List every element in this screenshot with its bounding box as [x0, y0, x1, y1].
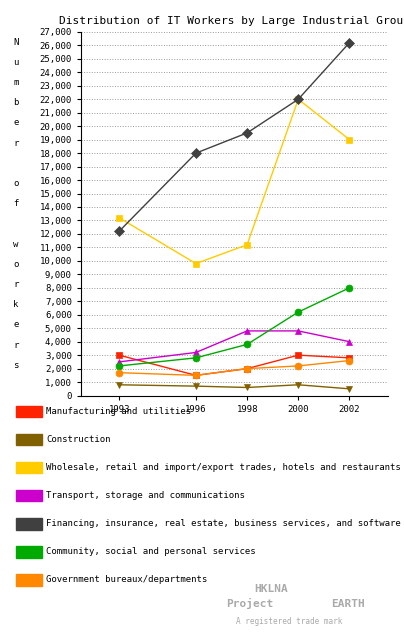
- Text: HKLNA: HKLNA: [255, 584, 288, 594]
- Text: r: r: [13, 280, 19, 289]
- Text: Construction: Construction: [46, 435, 111, 444]
- Text: u: u: [13, 57, 19, 67]
- Text: A registered trade mark: A registered trade mark: [236, 617, 343, 626]
- Text: Wholesale, retail and import/export trades, hotels and restaurants: Wholesale, retail and import/export trad…: [46, 463, 401, 472]
- Text: r: r: [13, 138, 19, 147]
- Title: Distribution of IT Workers by Large Industrial Group: Distribution of IT Workers by Large Indu…: [59, 15, 404, 26]
- Text: e: e: [13, 118, 19, 128]
- Text: o: o: [13, 179, 19, 188]
- Text: Community, social and personal services: Community, social and personal services: [46, 547, 256, 556]
- Text: N: N: [13, 38, 19, 47]
- Text: Project: Project: [226, 598, 274, 609]
- Text: f: f: [13, 199, 19, 208]
- Text: b: b: [13, 98, 19, 107]
- Text: EARTH: EARTH: [331, 599, 365, 609]
- Text: e: e: [13, 320, 19, 329]
- Text: s: s: [13, 360, 19, 370]
- Text: k: k: [13, 300, 19, 309]
- Text: m: m: [13, 78, 19, 87]
- Text: w: w: [13, 239, 19, 249]
- Text: o: o: [13, 260, 19, 269]
- Text: Government bureaux/departments: Government bureaux/departments: [46, 575, 208, 584]
- Text: Transport, storage and communications: Transport, storage and communications: [46, 491, 245, 500]
- Text: Manufacturing and utilities: Manufacturing and utilities: [46, 407, 191, 416]
- Text: Financing, insurance, real estate, business services, and software vendors: Financing, insurance, real estate, busin…: [46, 519, 404, 528]
- Text: r: r: [13, 341, 19, 350]
